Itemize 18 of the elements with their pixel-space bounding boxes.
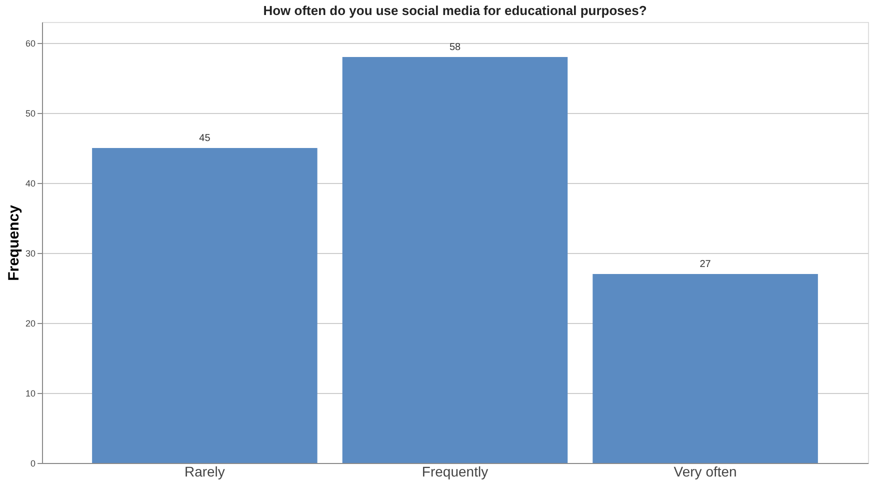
y-tick-label: 20 <box>25 318 36 328</box>
chart-title: How often do you use social media for educational purposes? <box>263 3 647 18</box>
bar <box>592 274 818 463</box>
bar <box>342 57 568 463</box>
x-tick-label: Very often <box>674 464 737 480</box>
y-tick-label: 40 <box>25 178 36 188</box>
y-tick-label: 30 <box>25 248 36 258</box>
y-axis-title: Frequency <box>5 204 22 281</box>
y-tick-label: 50 <box>25 108 36 118</box>
data-label: 58 <box>449 42 461 53</box>
y-tick-label: 10 <box>25 388 36 398</box>
data-label: 27 <box>700 259 712 270</box>
x-tick-label: Rarely <box>184 464 225 480</box>
x-tick-label: Frequently <box>422 464 488 480</box>
data-label: 45 <box>199 133 211 144</box>
y-tick-label: 0 <box>30 458 36 468</box>
bar <box>92 148 318 463</box>
y-tick-label: 60 <box>25 38 36 48</box>
